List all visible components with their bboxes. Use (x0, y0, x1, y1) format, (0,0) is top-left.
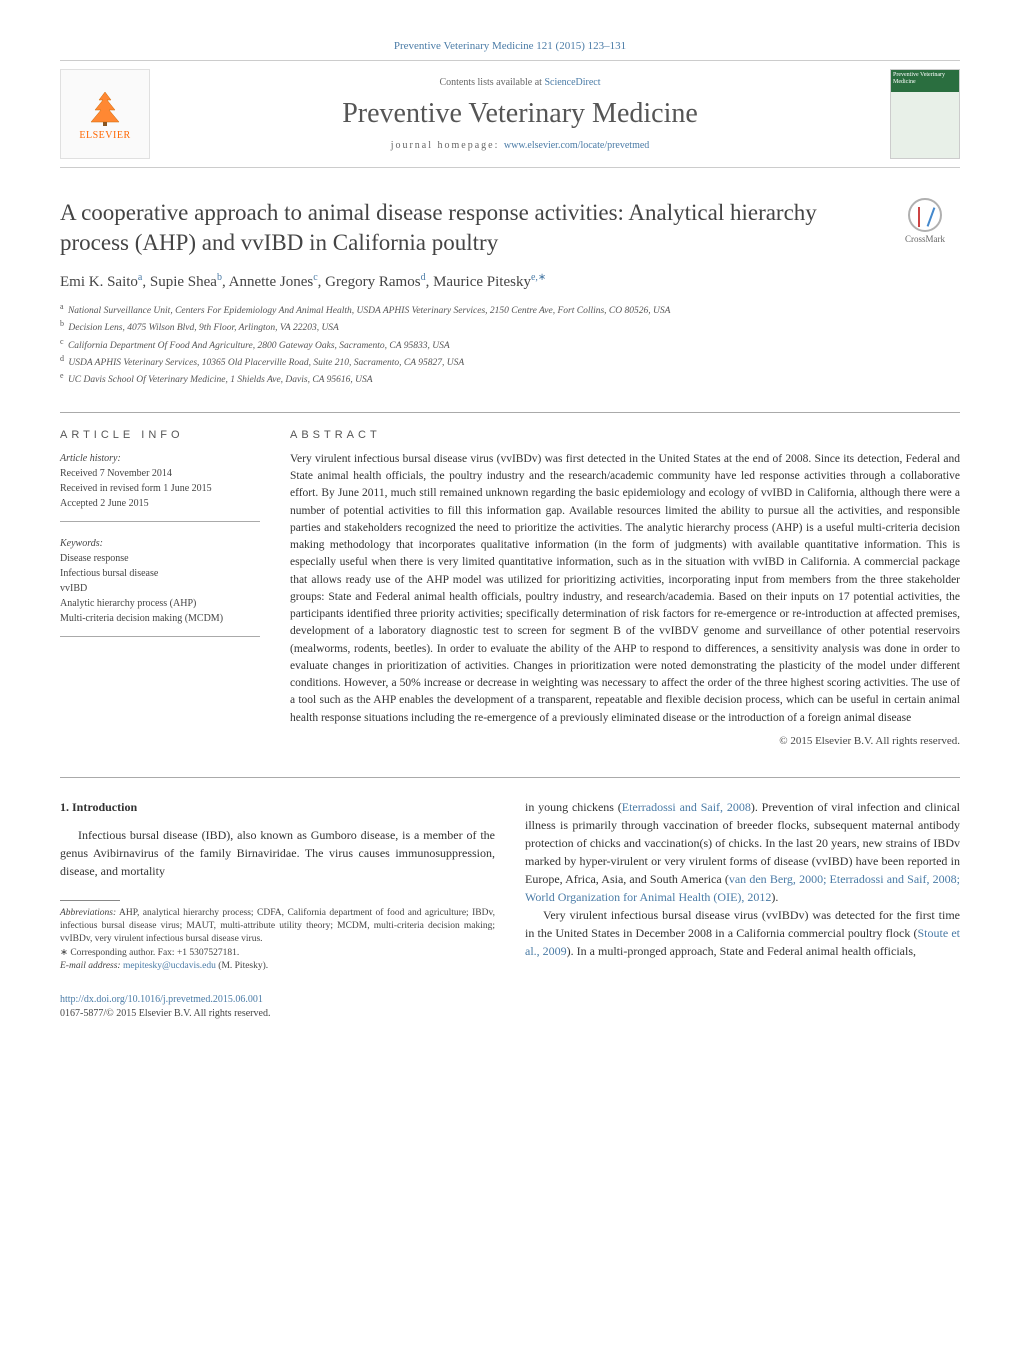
body-two-column: 1. Introduction Infectious bursal diseas… (60, 798, 960, 1021)
footnote-rule (60, 900, 120, 901)
author-list: Emi K. Saitoa, Supie Sheab, Annette Jone… (60, 272, 960, 291)
crossmark-badge[interactable]: CrossMark (890, 198, 960, 248)
history-line: Received in revised form 1 June 2015 (60, 481, 260, 496)
abbreviations-footnote: Abbreviations: AHP, analytical hierarchy… (60, 907, 495, 947)
journal-name: Preventive Veterinary Medicine (150, 98, 890, 130)
article-title: A cooperative approach to animal disease… (60, 198, 890, 258)
article-info-head: ARTICLE INFO (60, 429, 260, 441)
journal-homepage-line: journal homepage: www.elsevier.com/locat… (150, 140, 890, 151)
article-info-column: ARTICLE INFO Article history: Received 7… (60, 429, 260, 747)
article-history-block: Article history: Received 7 November 201… (60, 451, 260, 522)
crossmark-label: CrossMark (905, 234, 945, 244)
footnotes: Abbreviations: AHP, analytical hierarchy… (60, 907, 495, 973)
header-center: Contents lists available at ScienceDirec… (150, 77, 890, 151)
journal-homepage-link[interactable]: www.elsevier.com/locate/prevetmed (504, 140, 649, 151)
keywords-label: Keywords: (60, 536, 260, 551)
info-abstract-row: ARTICLE INFO Article history: Received 7… (60, 412, 960, 747)
p2-pre: Very virulent infectious bursal disease … (525, 908, 960, 940)
corresponding-email-link[interactable]: mepitesky@ucdavis.edu (123, 961, 216, 971)
elsevier-tree-icon (85, 88, 125, 128)
keyword-line: Infectious bursal disease (60, 566, 260, 581)
publisher-name: ELSEVIER (79, 130, 130, 141)
history-line: Received 7 November 2014 (60, 466, 260, 481)
title-row: A cooperative approach to animal disease… (60, 198, 960, 258)
p2-post: ). In a multi-pronged approach, State an… (567, 944, 916, 958)
running-head-link[interactable]: Preventive Veterinary Medicine 121 (2015… (394, 40, 626, 52)
corr-text: Corresponding author. Fax: +1 5307527181… (68, 948, 239, 958)
keyword-line: Analytic hierarchy process (AHP) (60, 596, 260, 611)
contents-prefix: Contents lists available at (439, 77, 544, 88)
running-head: Preventive Veterinary Medicine 121 (2015… (60, 40, 960, 52)
abstract-text: Very virulent infectious bursal disease … (290, 451, 960, 727)
affiliation-line: d USDA APHIS Veterinary Services, 10365 … (60, 353, 960, 370)
affiliation-line: c California Department Of Food And Agri… (60, 336, 960, 353)
abbrev-label: Abbreviations: (60, 908, 116, 918)
abbrev-text: AHP, analytical hierarchy process; CDFA,… (60, 908, 495, 945)
issn-copyright: 0167-5877/© 2015 Elsevier B.V. All right… (60, 1008, 270, 1019)
email-label: E-mail address: (60, 961, 123, 971)
homepage-prefix: journal homepage: (391, 140, 504, 151)
body-column-left: 1. Introduction Infectious bursal diseas… (60, 798, 495, 1021)
intro-paragraph-2: Very virulent infectious bursal disease … (525, 906, 960, 960)
crossmark-icon (908, 198, 942, 232)
contents-available-line: Contents lists available at ScienceDirec… (150, 77, 890, 88)
body-column-right: in young chickens (Eterradossi and Saif,… (525, 798, 960, 1021)
cover-title: Preventive Veterinary Medicine (893, 72, 957, 85)
doi-link[interactable]: http://dx.doi.org/10.1016/j.prevetmed.20… (60, 994, 263, 1005)
abstract-copyright: © 2015 Elsevier B.V. All rights reserved… (290, 735, 960, 747)
introduction-heading: 1. Introduction (60, 798, 495, 816)
keyword-line: Disease response (60, 551, 260, 566)
affiliation-line: a National Surveillance Unit, Centers Fo… (60, 301, 960, 318)
article-page: Preventive Veterinary Medicine 121 (2015… (0, 0, 1020, 1071)
abstract-column: ABSTRACT Very virulent infectious bursal… (290, 429, 960, 747)
keywords-block: Keywords: Disease responseInfectious bur… (60, 536, 260, 637)
p1c-post: ). (771, 890, 778, 904)
abstract-head: ABSTRACT (290, 429, 960, 441)
ref-link-eterradossi-2008[interactable]: Eterradossi and Saif, 2008 (622, 800, 751, 814)
history-line: Accepted 2 June 2015 (60, 496, 260, 511)
history-label: Article history: (60, 451, 260, 466)
intro-paragraph-1: Infectious bursal disease (IBD), also kn… (60, 826, 495, 880)
keyword-line: vvIBD (60, 581, 260, 596)
publisher-logo[interactable]: ELSEVIER (60, 69, 150, 159)
affiliation-line: b Decision Lens, 4075 Wilson Blvd, 9th F… (60, 318, 960, 335)
intro-paragraph-1-cont: in young chickens (Eterradossi and Saif,… (525, 798, 960, 906)
section-divider (60, 777, 960, 778)
p1c-pre: in young chickens ( (525, 800, 622, 814)
affiliation-line: e UC Davis School Of Veterinary Medicine… (60, 370, 960, 387)
keyword-line: Multi-criteria decision making (MCDM) (60, 611, 260, 626)
corr-mark: ∗ (60, 948, 68, 958)
email-footnote: E-mail address: mepitesky@ucdavis.edu (M… (60, 960, 495, 973)
intro-p1-text: Infectious bursal disease (IBD), also kn… (60, 828, 495, 878)
journal-cover-thumbnail[interactable]: Preventive Veterinary Medicine (890, 69, 960, 159)
journal-header-band: ELSEVIER Contents lists available at Sci… (60, 60, 960, 168)
email-who: (M. Pitesky). (216, 961, 268, 971)
corresponding-author-footnote: ∗ Corresponding author. Fax: +1 53075271… (60, 947, 495, 960)
sciencedirect-link[interactable]: ScienceDirect (544, 77, 600, 88)
affiliations: a National Surveillance Unit, Centers Fo… (60, 301, 960, 388)
doi-block: http://dx.doi.org/10.1016/j.prevetmed.20… (60, 993, 495, 1021)
